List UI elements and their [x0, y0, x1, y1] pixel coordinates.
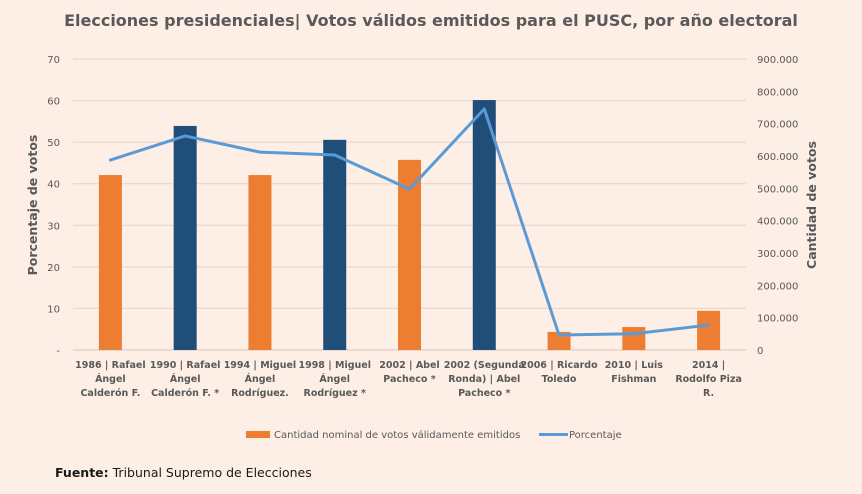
source-text: Tribunal Supremo de Elecciones — [108, 465, 312, 480]
bar — [323, 139, 347, 350]
right-axis-ticks: 0 100.000 200.000 300.000 400.000 500.000 600.… — [757, 55, 798, 357]
left-tick-label: 30 — [47, 221, 60, 232]
category-label: 2014 | Rodolfo Piza R. — [675, 360, 742, 399]
left-tick-label: 50 — [47, 138, 60, 149]
right-tick-label: 200.000 — [757, 281, 798, 292]
bar-series — [98, 100, 721, 351]
category-label: 2002 | Abel Pacheco * — [379, 360, 439, 385]
line-point — [409, 188, 410, 190]
left-tick-label: 60 — [47, 97, 60, 108]
line-point — [184, 135, 186, 137]
category-label-line: Fishman — [611, 374, 656, 385]
right-axis-title: Cantidad de votos — [804, 141, 819, 269]
right-tick-label: 700.000 — [757, 120, 798, 131]
bar — [98, 175, 122, 350]
right-tick-label: 300.000 — [757, 249, 798, 260]
category-label-line: 2006 | Ricardo — [520, 360, 598, 371]
right-tick-label: 600.000 — [757, 152, 798, 163]
category-label-line: Ronda) | Abel — [448, 374, 520, 385]
left-axis-ticks: - 10 20 30 40 50 60 70 — [47, 55, 60, 357]
bar — [398, 159, 421, 350]
line-point — [109, 159, 111, 161]
line-point — [483, 108, 485, 110]
category-label: 1986 | Rafael Ángel Calderón F. — [75, 360, 146, 399]
left-tick-label: 20 — [47, 263, 60, 274]
left-tick-label: 40 — [47, 180, 60, 191]
bar — [472, 100, 496, 351]
legend-label-bar: Cantidad nominal de votos válidamente em… — [274, 429, 520, 441]
category-label-line: Ángel — [245, 373, 276, 385]
category-label-line: 1998 | Miguel — [298, 360, 371, 371]
category-label-line: 2002 | Abel — [379, 360, 439, 371]
left-tick-label: 70 — [47, 55, 60, 66]
category-label: 2002 (Segunda Ronda) | Abel Pacheco * — [444, 360, 525, 399]
category-label-line: Ángel — [95, 373, 126, 385]
category-label: 1990 | Rafael Ángel Calderón F. * — [150, 360, 221, 399]
category-label-line: Calderón F. * — [151, 388, 219, 399]
right-tick-label: 400.000 — [757, 217, 798, 228]
line-series — [108, 107, 711, 337]
category-label-line: Ángel — [319, 373, 350, 385]
source-note: Fuente: Tribunal Supremo de Elecciones — [55, 465, 312, 480]
category-label: 2010 | Luis Fishman — [605, 360, 664, 385]
category-label-line: 1986 | Rafael — [75, 360, 146, 371]
category-label-line: Pacheco * — [383, 374, 435, 385]
line-point — [708, 324, 710, 326]
category-label-line: R. — [703, 388, 714, 399]
line-point — [558, 334, 560, 336]
line-point — [334, 154, 336, 156]
category-label-line: 2014 | — [692, 360, 725, 371]
right-tick-label: 100.000 — [757, 314, 798, 325]
category-label-line: Calderón F. — [80, 388, 140, 399]
category-label-line: Toledo — [542, 374, 577, 385]
legend-label-line: Porcentaje — [569, 430, 622, 441]
left-axis-title: Porcentaje de votos — [25, 135, 40, 276]
category-label-line: 2002 (Segunda — [444, 360, 525, 371]
category-label-line: Ángel — [170, 373, 201, 385]
category-label-line: 1994 | Miguel — [224, 360, 297, 371]
bar — [173, 125, 197, 351]
line-point — [259, 151, 261, 153]
right-tick-label: 900.000 — [757, 55, 798, 66]
bar — [248, 175, 272, 350]
category-label-line: 2010 | Luis — [605, 360, 664, 371]
legend-swatch-bar — [246, 431, 270, 438]
chart-title: Elecciones presidenciales| Votos válidos… — [64, 11, 798, 31]
right-tick-label: 500.000 — [757, 184, 798, 195]
right-tick-label: 0 — [757, 346, 763, 357]
category-label-line: Rodríguez. — [231, 388, 289, 399]
category-label-line: Rodríguez * — [304, 388, 366, 399]
bar — [697, 310, 721, 350]
source-label: Fuente: — [55, 465, 109, 480]
category-label-line: Pacheco * — [458, 388, 510, 399]
category-label: 1998 | Miguel Ángel Rodríguez * — [298, 360, 371, 399]
legend: Cantidad nominal de votos válidamente em… — [246, 429, 622, 441]
left-tick-label: - — [56, 346, 60, 357]
line-point — [633, 333, 635, 335]
right-tick-label: 800.000 — [757, 87, 798, 98]
left-tick-label: 10 — [47, 304, 60, 315]
category-labels: 1986 | Rafael Ángel Calderón F. 1990 | Rafa… — [75, 360, 742, 399]
bar — [622, 327, 646, 350]
category-label: 1994 | Miguel Ángel Rodríguez. — [224, 360, 297, 399]
category-label-line: Rodolfo Piza — [675, 374, 742, 385]
category-label: 2006 | Ricardo Toledo — [520, 360, 598, 385]
category-label-line: 1990 | Rafael — [150, 360, 221, 371]
